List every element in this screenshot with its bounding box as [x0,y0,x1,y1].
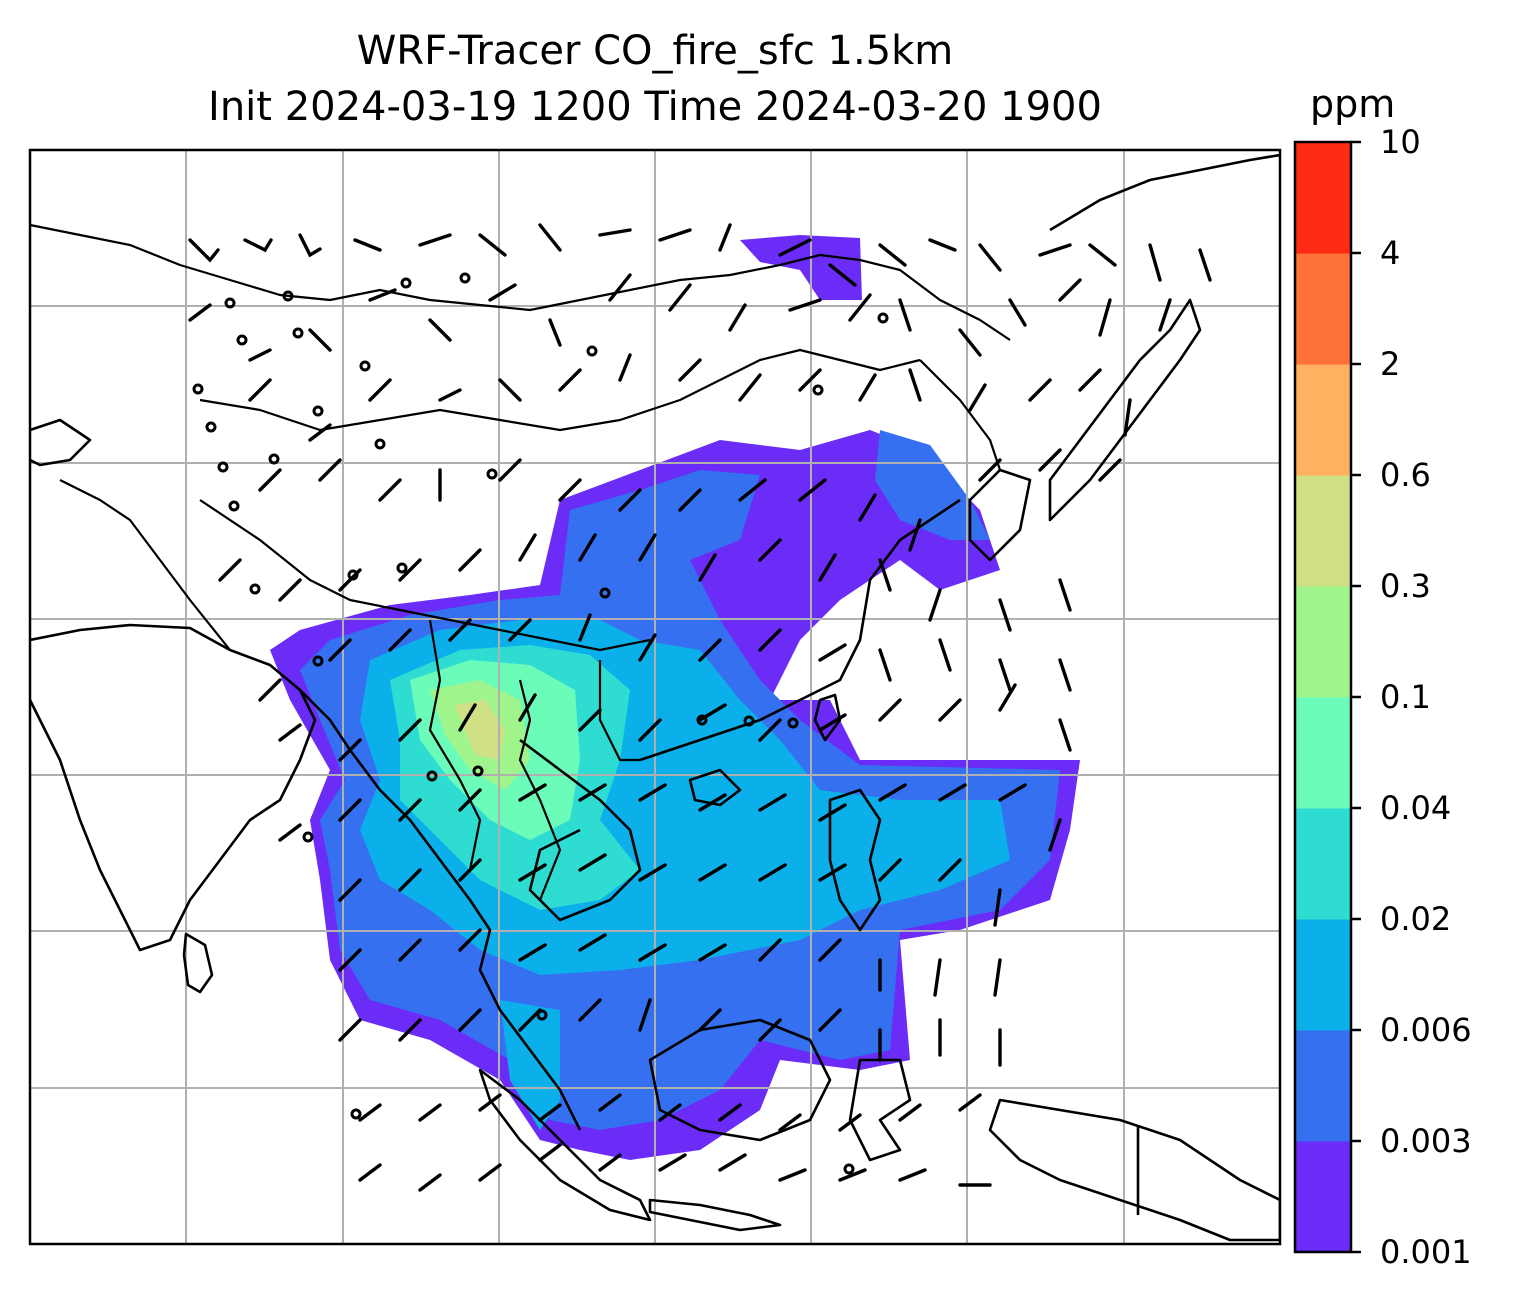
colorbar-swatch-0 [1295,1141,1351,1253]
colorbar-tick-label-7: 0.6 [1380,456,1431,494]
coast-sulawesi [848,1058,912,1162]
wind-barbs [188,223,1212,1192]
map-frame [28,148,1282,1246]
colorbar-tick-label-9: 4 [1380,234,1401,272]
country-borders [30,223,1011,901]
coast-india [30,623,317,952]
colorbar-tick-label-4: 0.04 [1380,789,1452,827]
colorbar-swatch-3 [1295,808,1351,920]
colorbar-swatch-2 [1295,919,1351,1031]
map-title-line2: Init 2024-03-19 1200 Time 2024-03-20 190… [208,84,1102,130]
colorbar-swatch-4 [1295,697,1351,809]
plume-level-1-east [875,430,990,540]
coast-taiwan [813,693,842,742]
map-title-line1: WRF-Tracer CO_fire_sfc 1.5km [356,28,954,74]
coast-sumatra [478,1068,652,1222]
colorbar-swatch-9 [1295,142,1351,254]
colorbar-tick-label-8: 2 [1380,345,1401,383]
colorbar-swatch-1 [1295,1030,1351,1142]
colorbar-tick-label-2: 0.006 [1380,1011,1472,1049]
colorbar [1295,140,1361,1254]
plume-level-2-south [500,1000,560,1130]
colorbar-swatch-5 [1295,586,1351,698]
coast-java [648,1198,782,1232]
coast-japan [1048,298,1202,522]
colorbar-tick-label-10: 10 [1380,123,1421,161]
colorbar-frame [1293,140,1353,1254]
colorbar-tick-label-5: 0.1 [1380,678,1431,716]
calm-wind-markers [192,272,889,1175]
colorbar-swatch-6 [1295,475,1351,587]
colorbar-units: ppm [1310,82,1396,126]
coast-srilanka [182,932,214,994]
colorbar-tick-label-3: 0.02 [1380,900,1452,938]
gridlines [30,150,1280,1244]
coast-arabian [30,418,92,467]
coast-hainan [688,768,742,807]
coast-newguinea [988,1098,1280,1242]
colorbar-swatch-8 [1295,253,1351,365]
coast-borneo [648,1018,832,1142]
plume-level-0-north [740,235,862,300]
tracer-plume [270,235,1080,1160]
coast-russia-ne [1049,153,1280,232]
colorbar-tick-label-1: 0.003 [1380,1122,1472,1160]
colorbar-tick-label-6: 0.3 [1380,567,1431,605]
colorbar-tick-label-0: 0.001 [1380,1233,1472,1271]
colorbar-swatch-7 [1295,364,1351,476]
